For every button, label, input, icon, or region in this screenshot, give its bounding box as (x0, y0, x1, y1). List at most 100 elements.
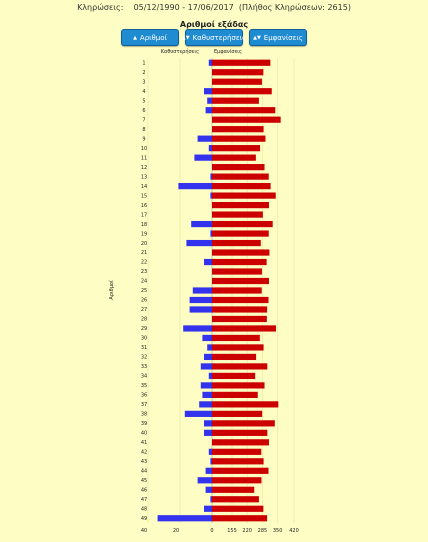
appearance-bar (212, 439, 269, 446)
category-label: 16 (141, 203, 147, 209)
sort-by-number-button[interactable]: ▲ Αριθμοί (121, 29, 179, 46)
y-axis-label: Αριθμοί (108, 280, 115, 300)
category-label: 42 (141, 450, 147, 456)
sort-icon: ▲▼ (253, 34, 261, 41)
appearance-bar (212, 505, 264, 512)
sort-asc-icon: ▲ (133, 34, 137, 41)
appearance-bar (212, 59, 271, 66)
category-label: 10 (141, 146, 147, 152)
appearance-bar (212, 448, 262, 455)
appearance-bar (212, 173, 269, 180)
sort-by-delay-button[interactable]: ▲▼ Καθυστερήσεις (181, 29, 246, 46)
right-tick-label: 350 (273, 528, 283, 534)
appearance-bar (212, 458, 264, 465)
appearance-bar (212, 467, 269, 474)
appearance-bar (212, 69, 264, 76)
category-label: 24 (141, 279, 147, 285)
left-header: Καθυστερήσεις (161, 48, 199, 55)
right-header: Εμφανίσεις (214, 48, 242, 55)
right-tick-label: 155 (227, 528, 237, 534)
sort-icon: ▲▼ (181, 34, 190, 41)
appearance-bar (212, 420, 275, 427)
category-label: 18 (141, 222, 147, 228)
appearance-bar (212, 183, 271, 190)
category-label: 35 (141, 383, 147, 389)
delay-bar (204, 88, 212, 95)
delay-bar (210, 230, 212, 237)
appearance-bar (212, 88, 272, 95)
appearance-bar (212, 372, 256, 380)
delay-bar (202, 334, 212, 342)
appearance-bar (212, 486, 255, 493)
draw-header: Κληρώσεις: 05/12/1990 - 17/06/2017 (Πλήθ… (0, 3, 428, 12)
appearance-bar (212, 258, 267, 266)
category-label: 41 (141, 440, 147, 446)
appearance-bar (212, 249, 270, 256)
appearance-bar (212, 97, 259, 104)
appearance-bar (212, 268, 262, 275)
appearance-bar (212, 391, 258, 398)
category-label: 19 (141, 231, 147, 237)
delay-bar (208, 448, 212, 455)
right-tick-label: 0 (210, 528, 213, 534)
appearance-bar (212, 325, 276, 332)
category-label: 27 (141, 307, 147, 313)
appearance-bar (212, 410, 263, 417)
category-label: 34 (141, 374, 147, 380)
appearance-bar (212, 344, 264, 351)
appearance-bar (212, 135, 266, 142)
delay-bar (200, 363, 212, 370)
delay-bar (204, 258, 212, 266)
left-tick-label: 20 (173, 528, 179, 534)
appearance-bar (212, 515, 268, 522)
appearance-bar (212, 315, 267, 323)
sort-by-delay-label: Καθυστερήσεις (192, 33, 247, 42)
category-label: 32 (141, 355, 147, 361)
delay-bar (200, 382, 212, 389)
category-label: 38 (141, 412, 147, 418)
delay-bar (205, 486, 212, 493)
delay-bar (191, 220, 212, 228)
appearance-bar (212, 353, 257, 361)
sort-toolbar: ▲ Αριθμοί ▲▼ Καθυστερήσεις ▲▼ Εμφανίσεις (0, 29, 428, 46)
left-tick-label: 40 (141, 528, 147, 534)
category-label: 13 (141, 174, 147, 180)
category-label: 28 (141, 317, 147, 323)
delay-bar (210, 173, 212, 180)
appearance-bar (212, 230, 269, 237)
delay-bar (204, 420, 212, 427)
delay-bar (210, 192, 212, 199)
delay-bar (189, 306, 212, 313)
category-label: 1 (142, 60, 145, 66)
category-label: 15 (141, 193, 147, 199)
delay-bar (157, 515, 212, 522)
appearance-bar (212, 277, 269, 285)
appearance-bar (212, 239, 261, 247)
category-label: 3 (142, 79, 145, 85)
appearance-bar (212, 296, 269, 304)
delay-bar (197, 135, 212, 142)
appearance-bar (212, 116, 281, 123)
category-label: 8 (142, 127, 145, 133)
category-label: 39 (141, 421, 147, 427)
sort-by-number-label: Αριθμοί (139, 33, 167, 42)
category-label: 14 (141, 184, 147, 190)
delay-bar (204, 429, 212, 436)
sort-by-appearances-label: Εμφανίσεις (263, 33, 303, 42)
appearance-bar (212, 429, 268, 436)
category-label: 22 (141, 260, 147, 266)
appearance-bar (212, 401, 279, 408)
delay-bar (207, 97, 212, 104)
header-count: (Πλήθος Κληρώσεων: 2615) (238, 3, 351, 12)
appearance-bar (212, 192, 276, 199)
delay-bar (208, 372, 212, 380)
category-label: 21 (141, 250, 147, 256)
category-label: 20 (141, 241, 147, 247)
category-label: 7 (142, 117, 145, 123)
delay-bar (208, 145, 212, 152)
sort-by-appearances-button[interactable]: ▲▼ Εμφανίσεις (249, 29, 307, 46)
category-label: 30 (141, 336, 147, 342)
category-label: 29 (141, 326, 147, 332)
appearance-bar (212, 477, 262, 484)
delay-bar (207, 344, 212, 351)
